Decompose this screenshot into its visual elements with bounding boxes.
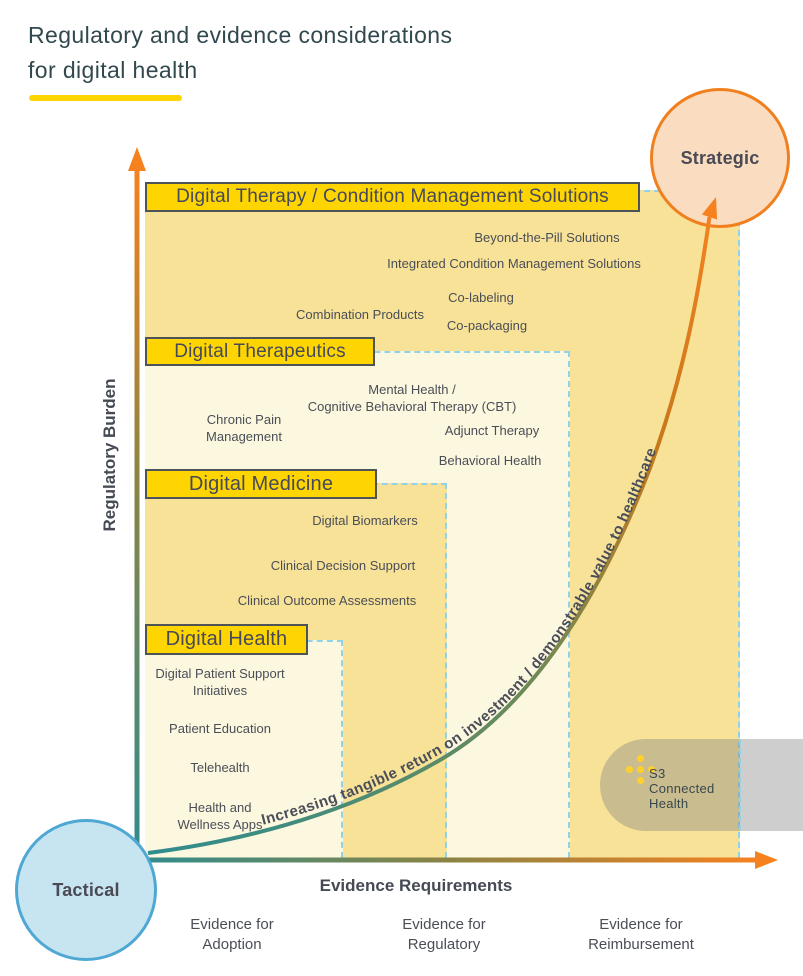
tactical-circle: Tactical	[15, 819, 157, 961]
item-patient-education: Patient Education	[169, 721, 271, 736]
logo-dot-icon	[637, 755, 644, 762]
zone-digital-health	[145, 640, 343, 858]
item-combination-products: Combination Products	[296, 307, 424, 322]
item-clinical-decision-support: Clinical Decision Support	[270, 558, 416, 573]
x-axis-title: Evidence Requirements	[319, 876, 513, 895]
item-telehealth: Telehealth	[190, 760, 250, 775]
item-digital-biomarkers: Digital Biomarkers	[312, 513, 418, 528]
logo-dot-icon	[637, 777, 644, 784]
x-axis-arrowhead-icon	[755, 851, 778, 869]
curve-arrowhead-icon	[701, 197, 718, 220]
page-title: Regulatory and evidence considerations f…	[28, 22, 453, 83]
item-digital-patient-support: Digital Patient Support Initiatives	[155, 666, 285, 698]
strategic-circle: Strategic	[650, 88, 790, 228]
growth-curve	[147, 216, 712, 855]
item-co-labeling: Co-labeling	[448, 290, 514, 305]
item-mental-health-cbt: Mental Health / Cognitive Behavioral The…	[307, 382, 517, 414]
tactical-label: Tactical	[52, 879, 120, 900]
curve-annotation: Increasing tangible return on investment…	[260, 445, 661, 828]
logo-dot-icon	[637, 766, 644, 773]
logo-pill-background	[600, 739, 803, 831]
strategic-label: Strategic	[680, 147, 760, 168]
logo-dot-icon	[648, 766, 655, 773]
item-chronic-pain: Chronic Pain Management	[206, 412, 282, 444]
header-digital-health: Digital Health	[145, 624, 308, 655]
y-axis-arrowhead-icon	[128, 147, 146, 171]
item-adjunct-therapy: Adjunct Therapy	[444, 423, 540, 438]
header-digital-therapy: Digital Therapy / Condition Management S…	[145, 182, 640, 212]
dashed-border-overlay	[739, 739, 741, 831]
x-tick-regulatory: Evidence for Regulatory	[402, 916, 486, 953]
item-integrated-condition-mgmt: Integrated Condition Management Solution…	[387, 256, 641, 271]
item-behavioral-health: Behavioral Health	[438, 453, 542, 468]
header-digital-medicine: Digital Medicine	[145, 469, 377, 499]
x-tick-reimbursement: Evidence for Reimbursement	[588, 916, 694, 953]
title-underline-bar	[29, 95, 182, 101]
x-tick-adoption: Evidence for Adoption	[190, 916, 274, 953]
item-health-wellness-apps: Health and Wellness Apps	[177, 800, 263, 832]
item-beyond-the-pill: Beyond-the-Pill Solutions	[474, 230, 620, 245]
item-clinical-outcome-assessments: Clinical Outcome Assessments	[237, 593, 417, 608]
logo-dot-icon	[626, 766, 633, 773]
header-digital-therapeutics: Digital Therapeutics	[145, 337, 375, 366]
logo-wordmark: S3 Connected Health	[649, 766, 715, 811]
item-co-packaging: Co-packaging	[446, 318, 528, 333]
